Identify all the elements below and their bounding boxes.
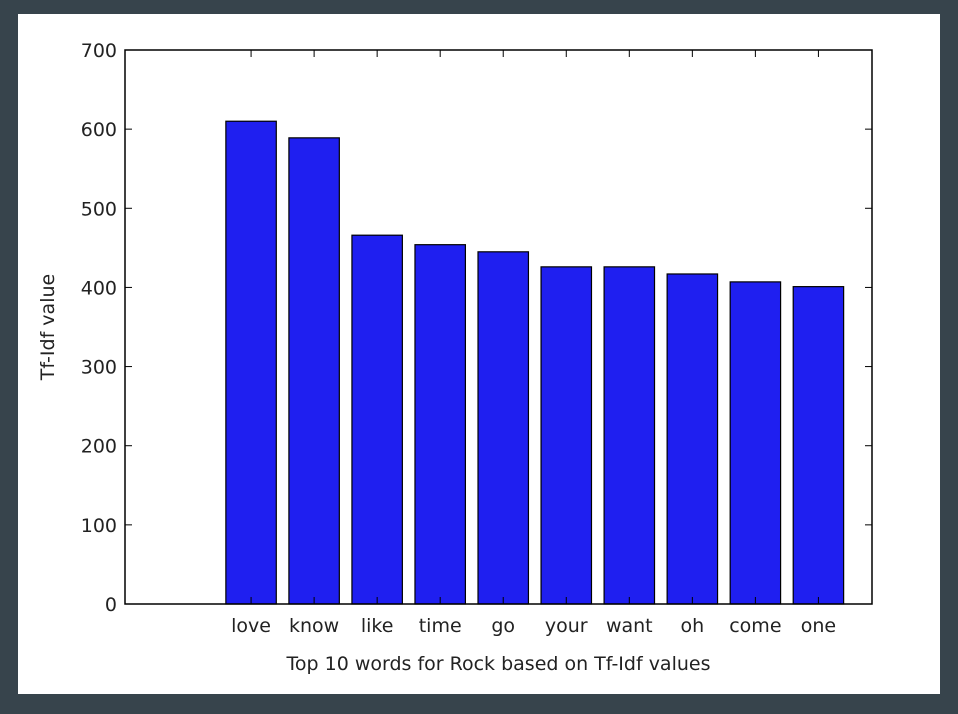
y-axis-label: Tf-Idf value (37, 274, 59, 381)
y-ticks-group: 0 100 200 300 400 500 600 700 (81, 40, 872, 616)
bar-love (225, 120, 277, 605)
y-tick-label: 400 (81, 277, 117, 299)
chart-frame: love know like time go your want oh come one 0 100… (18, 14, 940, 694)
x-tick-label: come (729, 615, 781, 637)
y-tick-label: 300 (81, 357, 117, 379)
bar-want (603, 266, 656, 605)
x-tick-label: know (289, 615, 339, 637)
x-tick-label: love (231, 615, 271, 637)
bar-know (288, 137, 340, 605)
y-tick-label: 500 (81, 198, 117, 220)
x-tick-label: oh (681, 615, 705, 637)
bar-one (792, 286, 845, 605)
x-tick-label: go (491, 615, 515, 637)
x-tick-label: one (801, 615, 836, 637)
bar-come (729, 281, 782, 605)
bar-go (477, 251, 530, 605)
y-tick-label: 600 (81, 119, 117, 141)
y-tick-label: 0 (105, 594, 117, 616)
y-tick-label: 100 (81, 515, 117, 537)
y-tick-label: 700 (81, 40, 117, 62)
x-axis-label: Top 10 words for Rock based on Tf-Idf va… (286, 653, 711, 675)
x-tick-label: want (606, 615, 653, 637)
x-ticks-group: love know like time go your want oh come one (231, 50, 836, 637)
x-tick-label: time (419, 615, 462, 637)
bar-oh (666, 273, 719, 605)
bar-chart: love know like time go your want oh come one 0 100… (37, 40, 873, 675)
plot-border (124, 49, 873, 605)
x-tick-label: your (545, 615, 588, 637)
y-tick-label: 200 (81, 436, 117, 458)
bars-group (225, 120, 845, 605)
bar-like (351, 234, 403, 605)
bar-time (414, 244, 467, 605)
bar-your (540, 266, 593, 605)
x-tick-label: like (361, 615, 394, 637)
